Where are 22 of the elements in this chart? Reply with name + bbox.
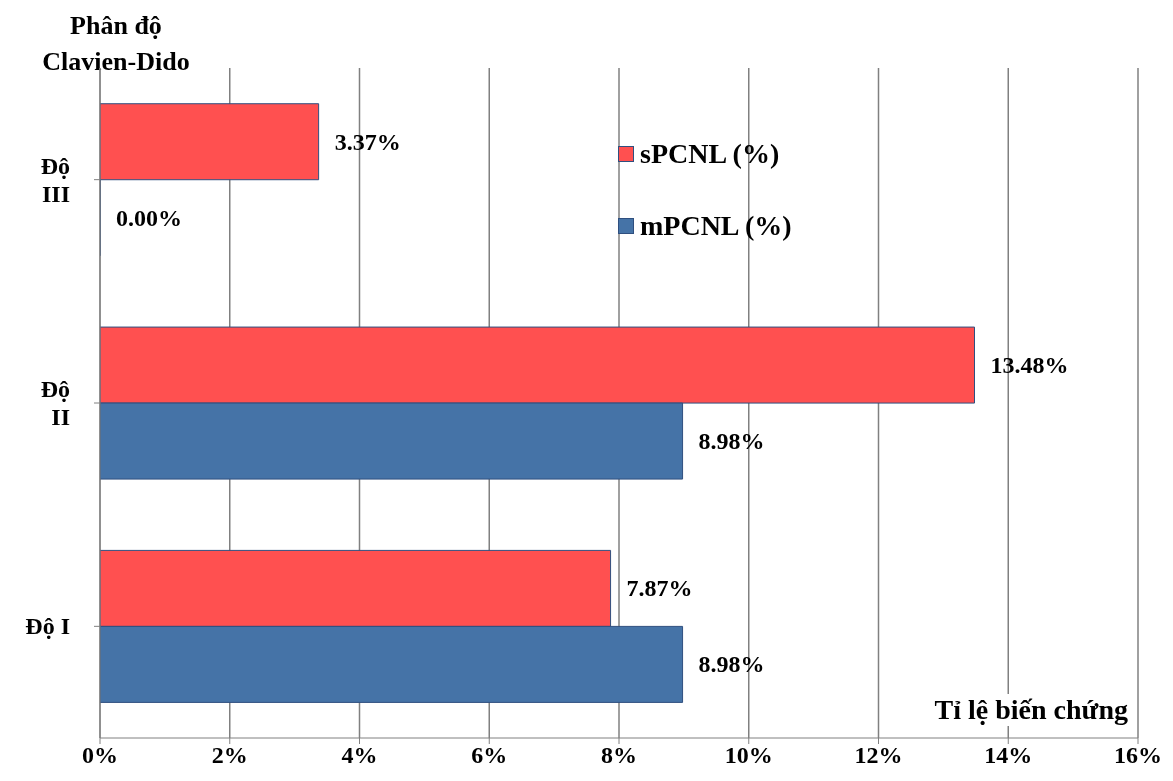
x-axis-title: Tỉ lệ biến chứng (934, 694, 1128, 726)
x-tick-label: 2% (211, 742, 248, 769)
x-tick-label: 0% (82, 742, 118, 769)
legend-label: mPCNL (%) (640, 210, 792, 242)
x-tick-label: 14% (984, 742, 1033, 769)
y-tick-label: Độ II (40, 376, 70, 430)
y-tick-label: Độ III (40, 152, 70, 207)
x-tick-label: 12% (854, 742, 903, 769)
y-tick-label: Độ I (25, 613, 70, 640)
legend-label: sPCNL (%) (640, 138, 780, 170)
x-tick-label: 10% (724, 742, 773, 769)
x-tick-label: 4% (341, 742, 378, 769)
x-tick-label: 8% (601, 742, 637, 769)
x-tick-label: 16% (1114, 742, 1162, 769)
data-label: 7.87% (626, 575, 693, 602)
data-label: 0.00% (116, 204, 183, 231)
y-axis-title: Phân độ Clavien-Dido (41, 10, 191, 78)
data-label: 8.98% (698, 428, 765, 455)
data-label: 8.98% (698, 651, 765, 678)
data-label: 3.37% (334, 128, 401, 155)
x-tick-label: 6% (471, 742, 508, 769)
data-label: 13.48% (990, 352, 1069, 379)
